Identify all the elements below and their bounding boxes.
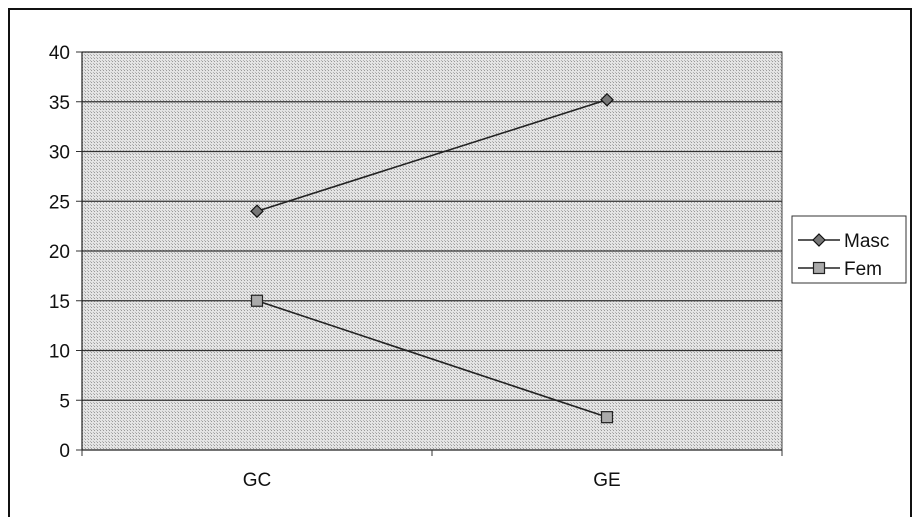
data-point	[600, 411, 614, 424]
series-line	[256, 98, 608, 212]
y-tick-label: 20	[49, 242, 70, 263]
legend: Masc Fem	[791, 215, 907, 284]
y-tick-label: 5	[59, 391, 70, 412]
y-tick-label: 35	[49, 93, 70, 114]
y-tick-label: 10	[49, 342, 70, 363]
y-tick-label: 15	[49, 292, 70, 313]
y-tick-label: 25	[49, 192, 70, 213]
data-point	[250, 204, 264, 219]
legend-box	[791, 215, 907, 284]
data-point	[250, 294, 264, 307]
x-tick-label: GC	[243, 470, 272, 491]
legend-label: Fem	[844, 259, 882, 280]
series-masc	[250, 92, 614, 219]
line-chart: 0 5 10 15 20 25 30 35 40 GC GE Masc Fem	[49, 43, 907, 491]
legend-marker	[812, 233, 826, 247]
legend-label: Masc	[844, 231, 889, 252]
gridlines	[82, 51, 782, 401]
series-fem	[250, 294, 614, 424]
y-tick-label: 30	[49, 143, 70, 164]
y-axis-ticks: 0 5 10 15 20 25 30 35 40	[49, 43, 82, 462]
x-tick-label: GE	[593, 470, 620, 491]
series-layer	[250, 92, 614, 424]
y-tick-label: 0	[59, 441, 70, 462]
series-line	[256, 299, 608, 418]
legend-item-masc: Masc	[798, 231, 889, 252]
y-tick-label: 40	[49, 43, 70, 64]
legend-item-fem: Fem	[798, 259, 882, 280]
data-point	[600, 92, 614, 107]
legend-marker	[812, 261, 826, 275]
x-axis-ticks: GC GE	[81, 450, 783, 491]
chart-frame: 0 5 10 15 20 25 30 35 40 GC GE Masc Fem	[8, 8, 912, 517]
